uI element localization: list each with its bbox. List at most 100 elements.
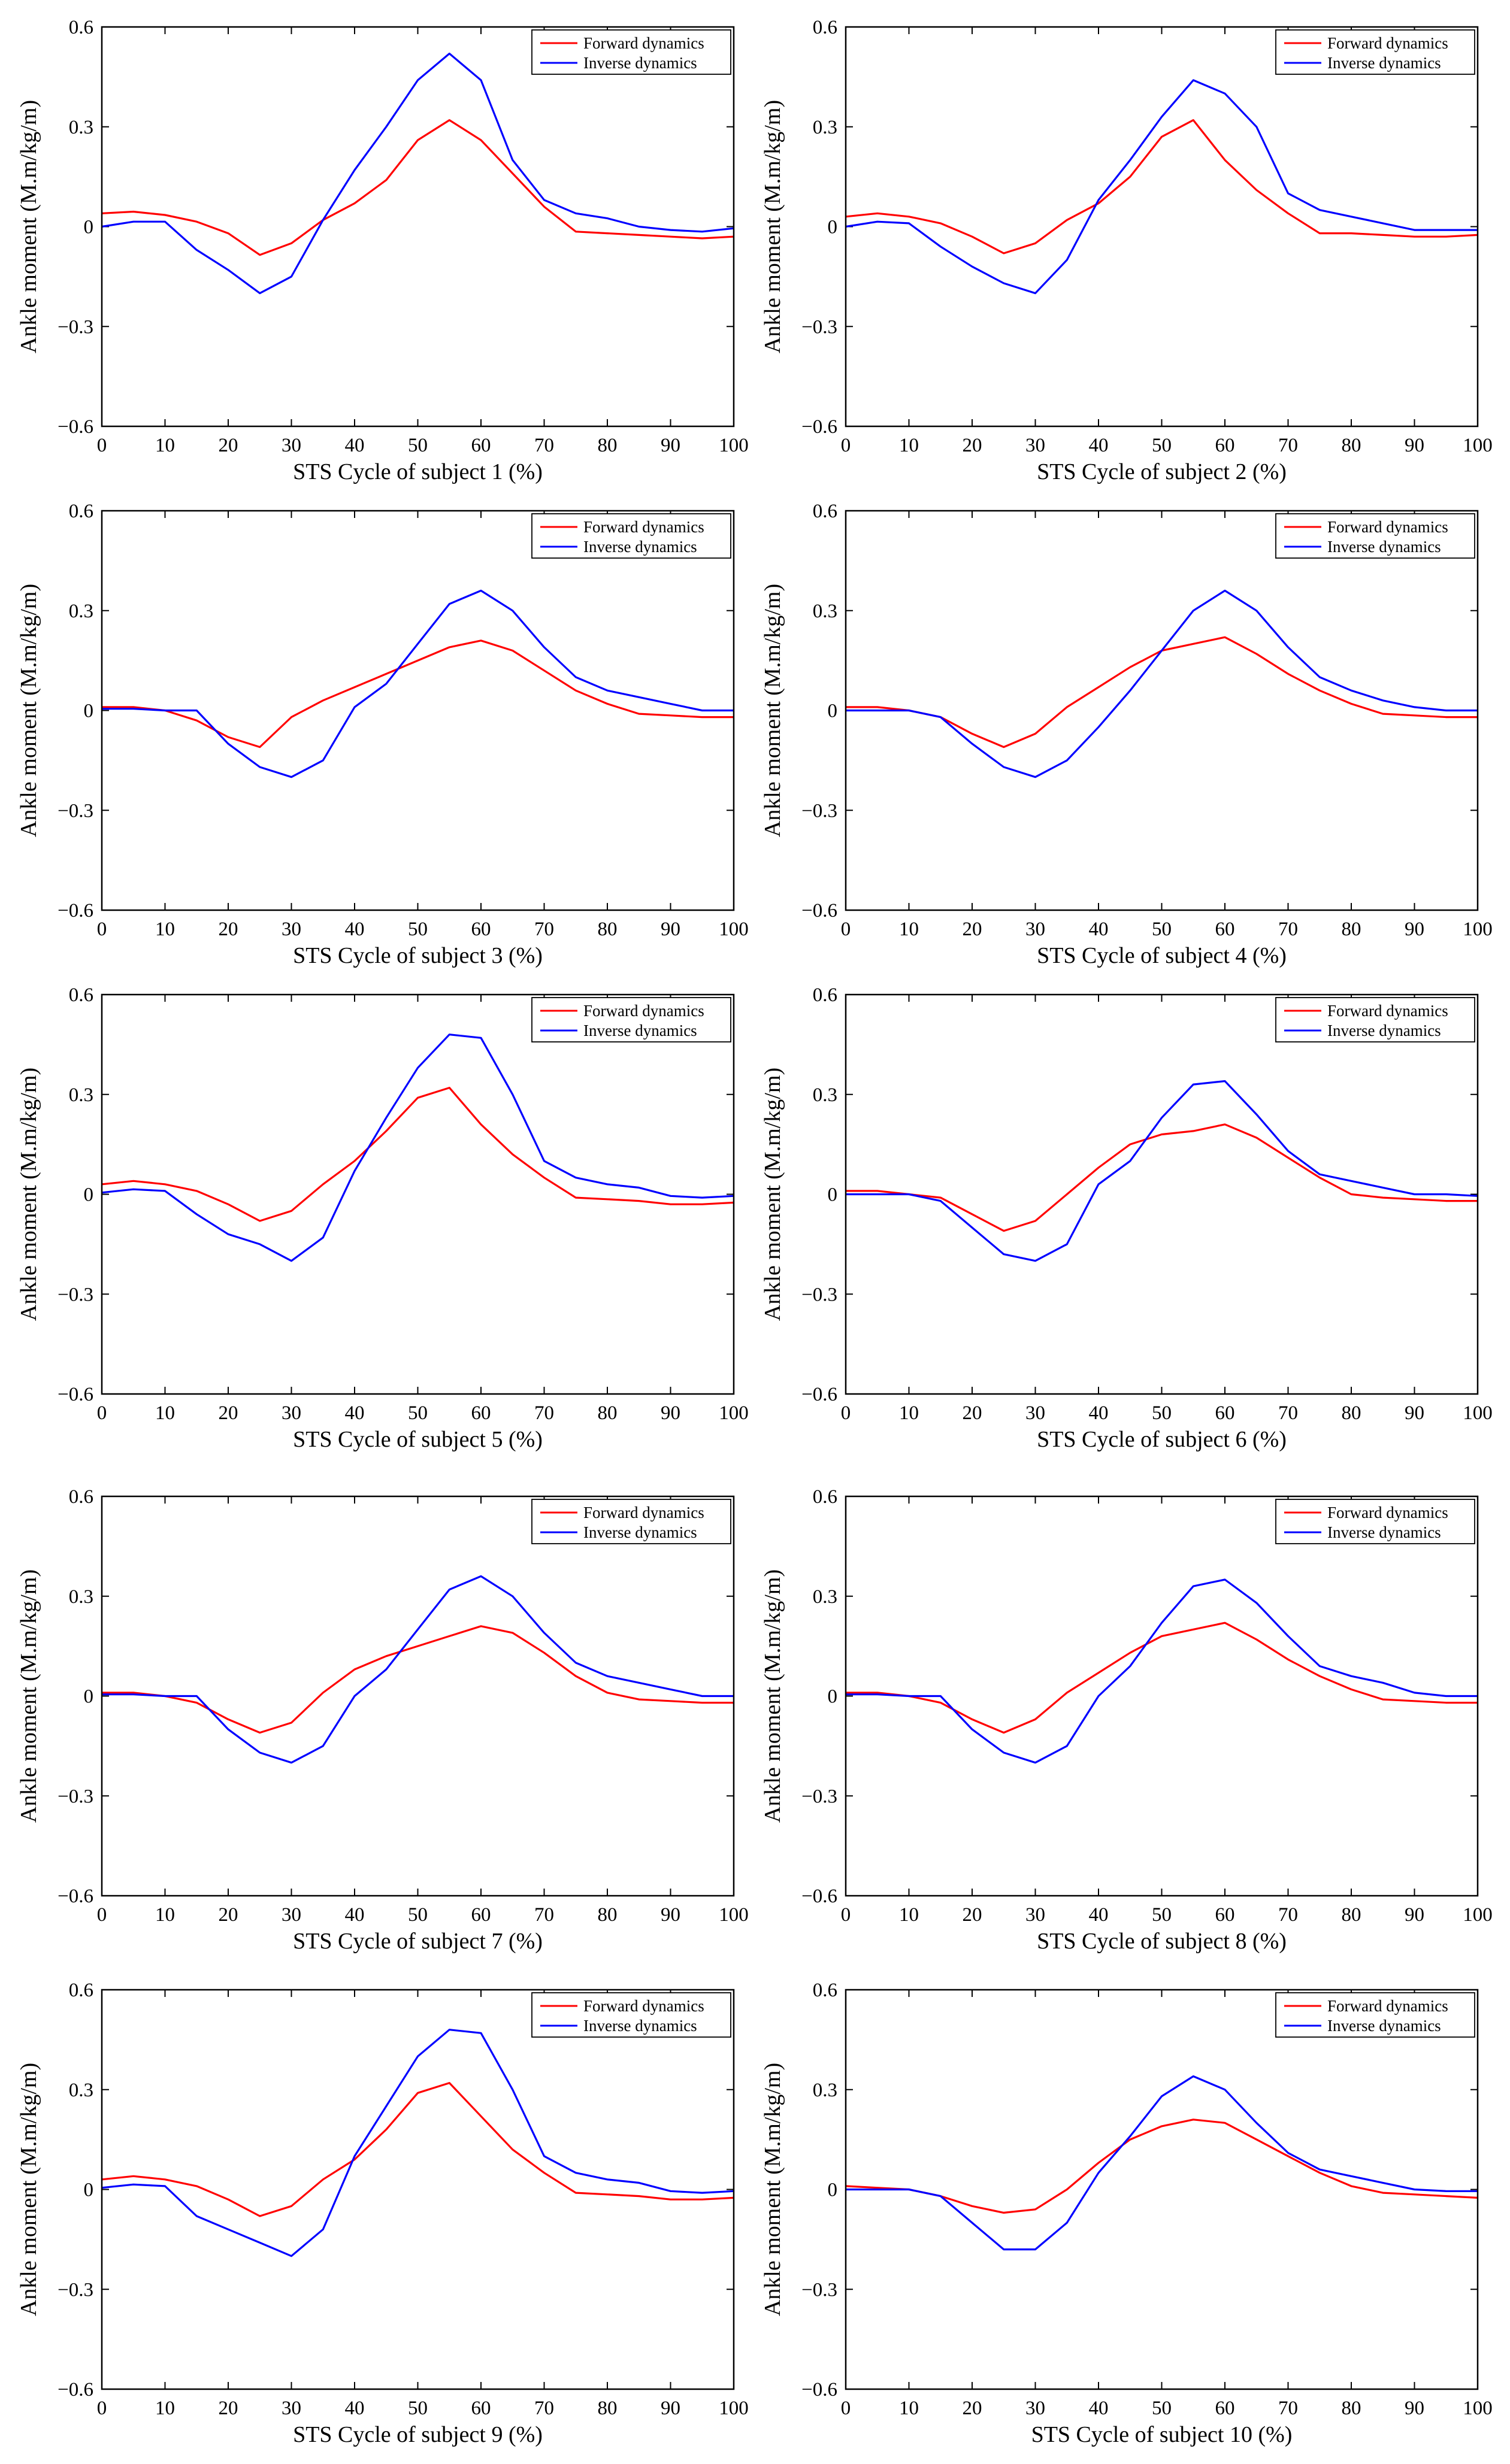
x-tick-label-7-4: 40 [345,1904,365,1926]
x-tick-label-5-9: 90 [661,1402,680,1424]
inverse-dynamics-line-1 [101,52,734,295]
y-tick-label-1-1: 0.3 [69,117,93,138]
y-tick-label-5-2: 0 [84,1184,94,1206]
legend-10: Forward dynamics Inverse dynamics [1275,1992,1475,2038]
x-tick-label-7-0: 0 [97,1904,107,1926]
legend-label-inverse-6: Inverse dynamics [1327,1022,1441,1039]
y-tick-label-10-3: −0.3 [801,2279,837,2301]
legend-box-6 [1275,997,1475,1042]
subplot-9: 0 10 20 30 40 50 60 70 80 90 100 0.6 0.3 0 −0.3 −0.6 For… [16,1980,749,2447]
x-tick-label-3-0: 0 [97,919,107,940]
inverse-dynamics-line-10 [846,2075,1478,2251]
y-tick-label-6-0: 0.6 [813,984,837,1006]
x-tick-label-8-10: 100 [1463,1904,1493,1926]
x-tick-label-6-0: 0 [841,1402,851,1424]
x-tick-label-7-7: 70 [534,1904,554,1926]
x-tick-label-8-9: 90 [1405,1904,1424,1926]
y-tick-label-7-3: −0.3 [58,1786,93,1807]
axes-box-5 [101,993,735,1395]
y-tick-label-3-2: 0 [84,701,94,722]
x-tick-label-8-2: 20 [963,1904,982,1926]
x-tick-label-1-1: 10 [155,435,175,456]
x-tick-label-1-5: 50 [408,435,428,456]
y-tick-label-8-4: −0.6 [801,1886,837,1907]
x-tick-label-5-7: 70 [534,1402,554,1424]
x-tick-label-6-9: 90 [1405,1402,1424,1424]
legend-label-forward-6: Forward dynamics [1327,1002,1448,1020]
subplot-1: 0 10 20 30 40 50 60 70 80 90 100 0.6 0.3 0 −0.3 −0.6 For… [16,17,749,484]
legend-label-inverse-8: Inverse dynamics [1327,1523,1441,1541]
x-tick-label-8-7: 70 [1278,1904,1298,1926]
subplot-3: 0 10 20 30 40 50 60 70 80 90 100 0.6 0.3 0 −0.3 −0.6 For… [16,501,749,968]
y-tick-label-7-1: 0.3 [69,1586,93,1608]
x-tick-label-3-1: 10 [155,919,175,940]
x-tick-label-6-4: 40 [1089,1402,1109,1424]
x-tick-label-10-2: 20 [963,2398,982,2419]
x-tick-label-6-7: 70 [1278,1402,1298,1424]
x-tick-label-1-6: 60 [471,435,491,456]
legend-label-forward-9: Forward dynamics [583,1997,704,2015]
x-tick-label-4-3: 30 [1025,919,1045,940]
x-tick-label-5-3: 30 [282,1402,301,1424]
subplot-7: 0 10 20 30 40 50 60 70 80 90 100 0.6 0.3 0 −0.3 −0.6 For… [16,1486,749,1954]
x-tick-label-10-8: 80 [1342,2398,1361,2419]
x-tick-label-5-8: 80 [598,1402,618,1424]
x-tick-label-3-9: 90 [661,919,680,940]
x-tick-label-6-8: 80 [1342,1402,1361,1424]
legend-label-forward-8: Forward dynamics [1327,1504,1448,1522]
x-tick-label-10-7: 70 [1278,2398,1298,2419]
x-tick-label-1-0: 0 [97,435,107,456]
x-tick-label-3-8: 80 [598,919,618,940]
x-tick-label-4-6: 60 [1215,919,1235,940]
y-tick-label-2-0: 0.6 [813,17,837,38]
y-tick-label-10-1: 0.3 [813,2080,837,2101]
x-tick-label-6-6: 60 [1215,1402,1235,1424]
y-axis-title-1: Ankle moment (M.m/kg/m) [16,100,41,353]
y-tick-label-1-4: −0.6 [58,416,93,438]
x-tick-label-3-5: 50 [408,919,428,940]
x-tick-label-4-10: 100 [1463,919,1493,940]
inverse-dynamics-line-6 [846,1080,1478,1262]
legend-label-inverse-10: Inverse dynamics [1327,2017,1441,2035]
y-axis-title-6: Ankle moment (M.m/kg/m) [760,1068,785,1321]
y-tick-label-3-0: 0.6 [69,501,93,522]
y-tick-label-7-4: −0.6 [58,1886,93,1907]
x-tick-label-3-6: 60 [471,919,491,940]
axes-box-10 [845,1989,1479,2390]
x-tick-label-9-10: 100 [719,2398,749,2419]
legend-label-inverse-9: Inverse dynamics [583,2017,697,2035]
y-axis-title-4: Ankle moment (M.m/kg/m) [760,584,785,837]
x-tick-label-2-6: 60 [1215,435,1235,456]
legend-label-forward-4: Forward dynamics [1327,518,1448,536]
y-tick-label-4-1: 0.3 [813,601,837,622]
legend-box-5 [531,997,731,1042]
x-tick-label-1-7: 70 [534,435,554,456]
x-tick-label-2-8: 80 [1342,435,1361,456]
legend-label-forward-1: Forward dynamics [583,34,704,52]
axes-box-1 [101,26,735,428]
y-tick-label-9-4: −0.6 [58,2379,93,2401]
y-tick-label-8-3: −0.3 [801,1786,837,1807]
x-tick-label-5-2: 20 [219,1402,238,1424]
legend-box-7 [531,1499,731,1544]
x-tick-label-5-1: 10 [155,1402,175,1424]
x-tick-label-7-9: 90 [661,1904,680,1926]
y-tick-label-9-1: 0.3 [69,2080,93,2101]
x-tick-label-7-8: 80 [598,1904,618,1926]
x-axis-title-6: STS Cycle of subject 6 (%) [1037,1427,1287,1452]
axes-box-4 [845,510,1479,911]
y-tick-label-8-0: 0.6 [813,1486,837,1508]
x-tick-label-4-2: 20 [963,919,982,940]
y-tick-label-2-4: −0.6 [801,416,837,438]
x-tick-label-6-3: 30 [1025,1402,1045,1424]
x-tick-label-8-0: 0 [841,1904,851,1926]
forward-dynamics-line-8 [846,1622,1478,1734]
y-tick-label-9-0: 0.6 [69,1980,93,2001]
legend-label-forward-7: Forward dynamics [583,1504,704,1522]
x-tick-label-3-2: 20 [219,919,238,940]
inverse-dynamics-line-5 [101,1034,734,1262]
legend-4: Forward dynamics Inverse dynamics [1275,513,1475,559]
subplot-4: 0 10 20 30 40 50 60 70 80 90 100 0.6 0.3 0 −0.3 −0.6 For… [760,501,1493,968]
y-tick-label-7-2: 0 [84,1686,94,1708]
y-tick-label-8-1: 0.3 [813,1586,837,1608]
